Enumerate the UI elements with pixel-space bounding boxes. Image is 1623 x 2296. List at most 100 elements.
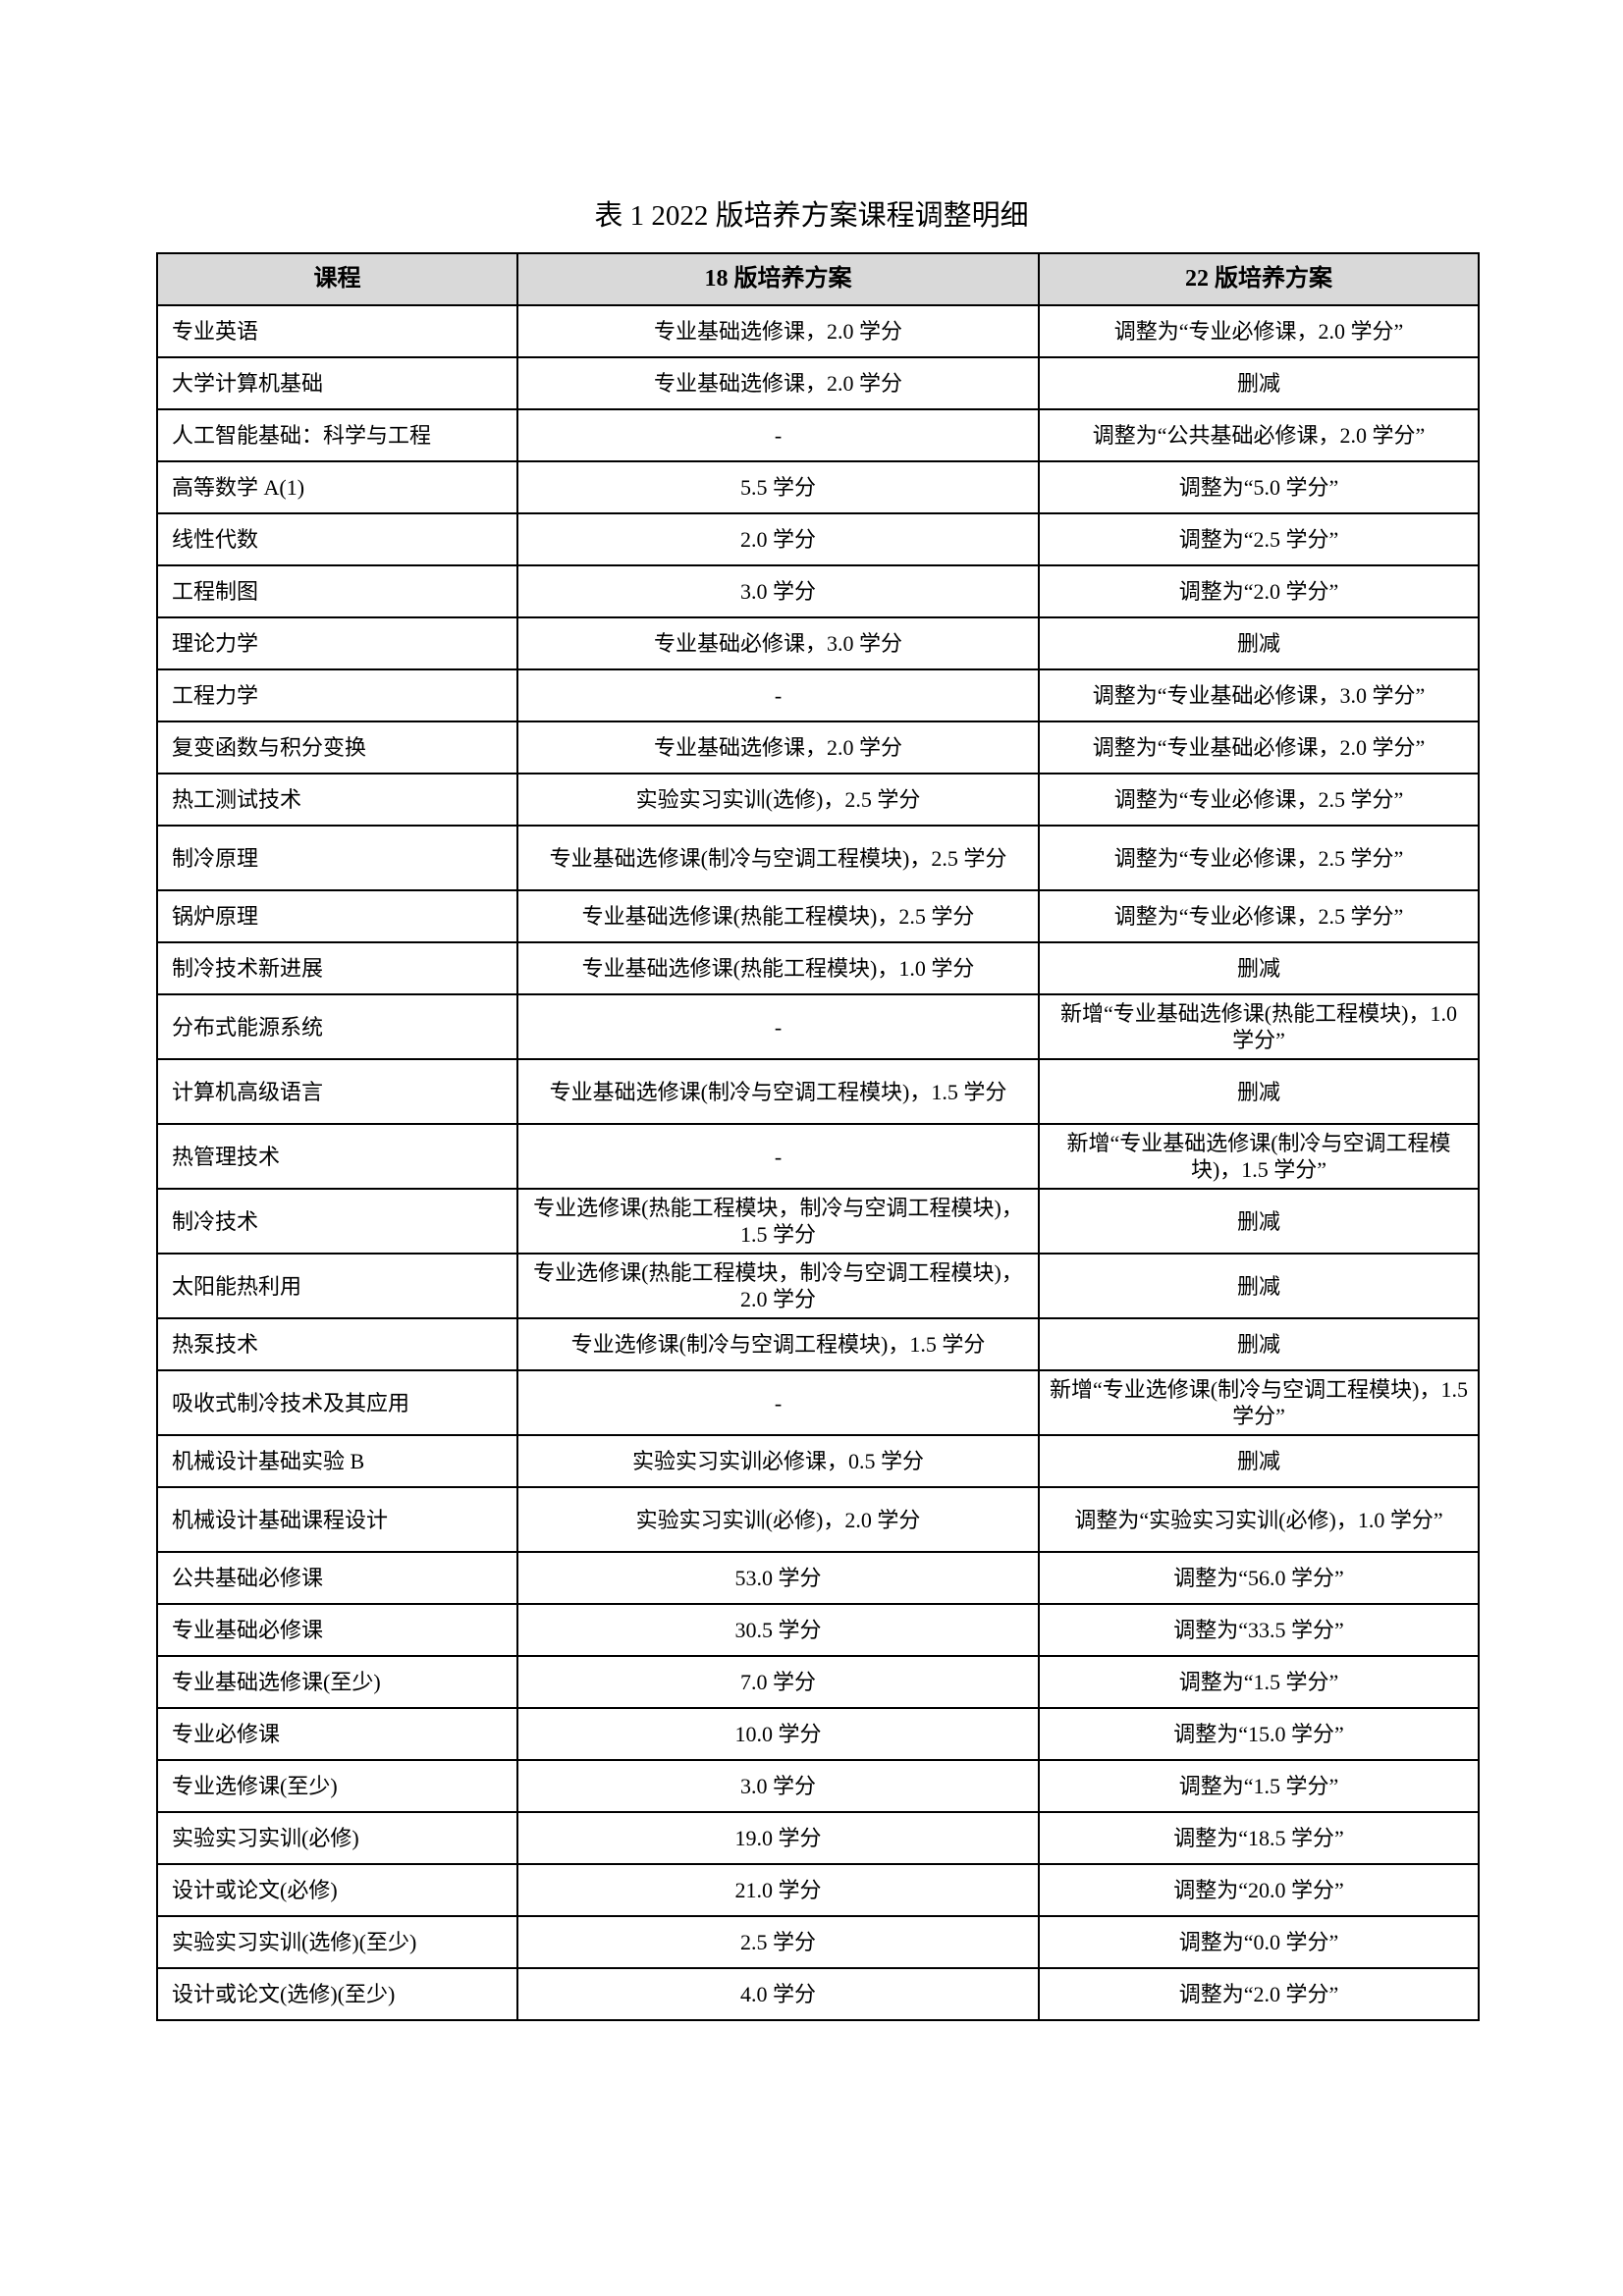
course-cell: 专业英语	[156, 304, 518, 358]
course-cell: 专业基础必修课	[156, 1603, 518, 1657]
plan-2022-cell: 调整为“0.0 学分”	[1038, 1915, 1480, 1969]
table-row: 锅炉原理 专业基础选修课(热能工程模块)，2.5 学分 调整为“专业必修课，2.5 …	[156, 889, 1480, 943]
plan-2022-cell: 调整为“专业基础必修课，2.0 学分”	[1038, 721, 1480, 774]
table-row: 工程制图 3.0 学分 调整为“2.0 学分”	[156, 564, 1480, 618]
table-row: 机械设计基础实验 B 实验实习实训必修课，0.5 学分 删减	[156, 1434, 1480, 1488]
plan-2018-cell: 30.5 学分	[516, 1603, 1040, 1657]
plan-2022-cell: 删减	[1038, 356, 1480, 410]
plan-2018-cell: 2.0 学分	[516, 512, 1040, 566]
table-row: 设计或论文(选修)(至少) 4.0 学分 调整为“2.0 学分”	[156, 1967, 1480, 2021]
plan-2022-cell: 删减	[1038, 941, 1480, 995]
plan-2018-cell: 10.0 学分	[516, 1707, 1040, 1761]
plan-2018-cell: 53.0 学分	[516, 1551, 1040, 1605]
course-cell: 工程制图	[156, 564, 518, 618]
course-cell: 制冷技术新进展	[156, 941, 518, 995]
plan-2022-cell: 调整为“专业基础必修课，3.0 学分”	[1038, 668, 1480, 722]
plan-2022-cell: 调整为“专业必修课，2.0 学分”	[1038, 304, 1480, 358]
plan-2018-cell: 实验实习实训(选修)，2.5 学分	[516, 773, 1040, 827]
plan-2018-cell: 实验实习实训必修课，0.5 学分	[516, 1434, 1040, 1488]
plan-2022-cell: 新增“专业基础选修课(热能工程模块)，1.0 学分”	[1038, 993, 1480, 1060]
course-cell: 设计或论文(选修)(至少)	[156, 1967, 518, 2021]
plan-2018-cell: 专业基础选修课，2.0 学分	[516, 721, 1040, 774]
course-cell: 专业选修课(至少)	[156, 1759, 518, 1813]
plan-2022-cell: 删减	[1038, 1317, 1480, 1371]
plan-2018-cell: -	[516, 1369, 1040, 1436]
plan-2018-cell: 3.0 学分	[516, 1759, 1040, 1813]
plan-2022-cell: 调整为“2.0 学分”	[1038, 1967, 1480, 2021]
course-cell: 锅炉原理	[156, 889, 518, 943]
table-row: 制冷技术新进展 专业基础选修课(热能工程模块)，1.0 学分 删减	[156, 941, 1480, 995]
plan-2018-cell: 21.0 学分	[516, 1863, 1040, 1917]
plan-2022-cell: 调整为“专业必修课，2.5 学分”	[1038, 825, 1480, 891]
plan-2018-cell: 2.5 学分	[516, 1915, 1040, 1969]
course-cell: 公共基础必修课	[156, 1551, 518, 1605]
plan-2018-cell: -	[516, 408, 1040, 462]
plan-2022-cell: 调整为“1.5 学分”	[1038, 1759, 1480, 1813]
table-row: 设计或论文(必修) 21.0 学分 调整为“20.0 学分”	[156, 1863, 1480, 1917]
table-row: 热泵技术 专业选修课(制冷与空调工程模块)，1.5 学分 删减	[156, 1317, 1480, 1371]
plan-2022-cell: 删减	[1038, 1253, 1480, 1319]
course-cell: 热管理技术	[156, 1123, 518, 1190]
course-cell: 高等数学 A(1)	[156, 460, 518, 514]
table-row: 太阳能热利用 专业选修课(热能工程模块，制冷与空调工程模块)，2.0 学分 删减	[156, 1253, 1480, 1319]
plan-2022-cell: 调整为“2.0 学分”	[1038, 564, 1480, 618]
course-cell: 人工智能基础：科学与工程	[156, 408, 518, 462]
course-cell: 热工测试技术	[156, 773, 518, 827]
course-cell: 制冷技术	[156, 1188, 518, 1255]
course-cell: 实验实习实训(必修)	[156, 1811, 518, 1865]
course-cell: 专业必修课	[156, 1707, 518, 1761]
table-row: 工程力学 - 调整为“专业基础必修课，3.0 学分”	[156, 668, 1480, 722]
course-cell: 理论力学	[156, 616, 518, 670]
table-row: 实验实习实训(必修) 19.0 学分 调整为“18.5 学分”	[156, 1811, 1480, 1865]
plan-2018-cell: 专业基础选修课(制冷与空调工程模块)，1.5 学分	[516, 1058, 1040, 1125]
course-adjustment-table: 课程 18 版培养方案 22 版培养方案 专业英语 专业基础选修课，2.0 学分调…	[156, 252, 1480, 2021]
table-row: 大学计算机基础 专业基础选修课，2.0 学分 删减	[156, 356, 1480, 410]
plan-2022-cell: 调整为“2.5 学分”	[1038, 512, 1480, 566]
course-cell: 大学计算机基础	[156, 356, 518, 410]
plan-2018-cell: 专业选修课(热能工程模块，制冷与空调工程模块)，2.0 学分	[516, 1253, 1040, 1319]
table-row: 复变函数与积分变换 专业基础选修课，2.0 学分 调整为“专业基础必修课，2.0 学…	[156, 721, 1480, 774]
table-caption: 表 1 2022 版培养方案课程调整明细	[594, 200, 1029, 232]
plan-2018-cell: 专业选修课(制冷与空调工程模块)，1.5 学分	[516, 1317, 1040, 1371]
plan-2018-cell: 专业选修课(热能工程模块，制冷与空调工程模块)，1.5 学分	[516, 1188, 1040, 1255]
plan-2022-cell: 调整为“5.0 学分”	[1038, 460, 1480, 514]
plan-2022-cell: 调整为“15.0 学分”	[1038, 1707, 1480, 1761]
plan-2018-cell: 专业基础选修课(制冷与空调工程模块)，2.5 学分	[516, 825, 1040, 891]
table-header-row: 课程 18 版培养方案 22 版培养方案	[156, 252, 1480, 306]
table-row: 专业英语 专业基础选修课，2.0 学分 调整为“专业必修课，2.0 学分”	[156, 304, 1480, 358]
header-course: 课程	[156, 252, 518, 306]
table-row: 专业基础选修课(至少) 7.0 学分 调整为“1.5 学分”	[156, 1655, 1480, 1709]
table-row: 吸收式制冷技术及其应用 - 新增“专业选修课(制冷与空调工程模块)，1.5 学分”	[156, 1369, 1480, 1436]
plan-2022-cell: 调整为“专业必修课，2.5 学分”	[1038, 889, 1480, 943]
plan-2018-cell: 5.5 学分	[516, 460, 1040, 514]
course-cell: 设计或论文(必修)	[156, 1863, 518, 1917]
plan-2022-cell: 调整为“56.0 学分”	[1038, 1551, 1480, 1605]
plan-2018-cell: 专业基础选修课，2.0 学分	[516, 304, 1040, 358]
plan-2018-cell: -	[516, 993, 1040, 1060]
plan-2022-cell: 调整为“1.5 学分”	[1038, 1655, 1480, 1709]
course-cell: 分布式能源系统	[156, 993, 518, 1060]
header-2022-plan: 22 版培养方案	[1038, 252, 1480, 306]
table-row: 线性代数 2.0 学分 调整为“2.5 学分”	[156, 512, 1480, 566]
table-row: 高等数学 A(1) 5.5 学分 调整为“5.0 学分”	[156, 460, 1480, 514]
plan-2018-cell: -	[516, 668, 1040, 722]
plan-2018-cell: 专业基础必修课，3.0 学分	[516, 616, 1040, 670]
table-row: 分布式能源系统 - 新增“专业基础选修课(热能工程模块)，1.0 学分”	[156, 993, 1480, 1060]
course-cell: 吸收式制冷技术及其应用	[156, 1369, 518, 1436]
plan-2018-cell: 7.0 学分	[516, 1655, 1040, 1709]
table-row: 制冷技术 专业选修课(热能工程模块，制冷与空调工程模块)，1.5 学分 删减	[156, 1188, 1480, 1255]
plan-2018-cell: 实验实习实训(必修)，2.0 学分	[516, 1486, 1040, 1553]
course-cell: 热泵技术	[156, 1317, 518, 1371]
table-row: 公共基础必修课 53.0 学分 调整为“56.0 学分”	[156, 1551, 1480, 1605]
table-row: 专业基础必修课 30.5 学分 调整为“33.5 学分”	[156, 1603, 1480, 1657]
table-row: 实验实习实训(选修)(至少) 2.5 学分 调整为“0.0 学分”	[156, 1915, 1480, 1969]
course-cell: 制冷原理	[156, 825, 518, 891]
plan-2022-cell: 新增“专业选修课(制冷与空调工程模块)，1.5 学分”	[1038, 1369, 1480, 1436]
plan-2018-cell: 4.0 学分	[516, 1967, 1040, 2021]
course-cell: 计算机高级语言	[156, 1058, 518, 1125]
plan-2018-cell: 专业基础选修课(热能工程模块)，2.5 学分	[516, 889, 1040, 943]
plan-2022-cell: 调整为“公共基础必修课，2.0 学分”	[1038, 408, 1480, 462]
plan-2022-cell: 调整为“33.5 学分”	[1038, 1603, 1480, 1657]
course-cell: 线性代数	[156, 512, 518, 566]
plan-2018-cell: -	[516, 1123, 1040, 1190]
